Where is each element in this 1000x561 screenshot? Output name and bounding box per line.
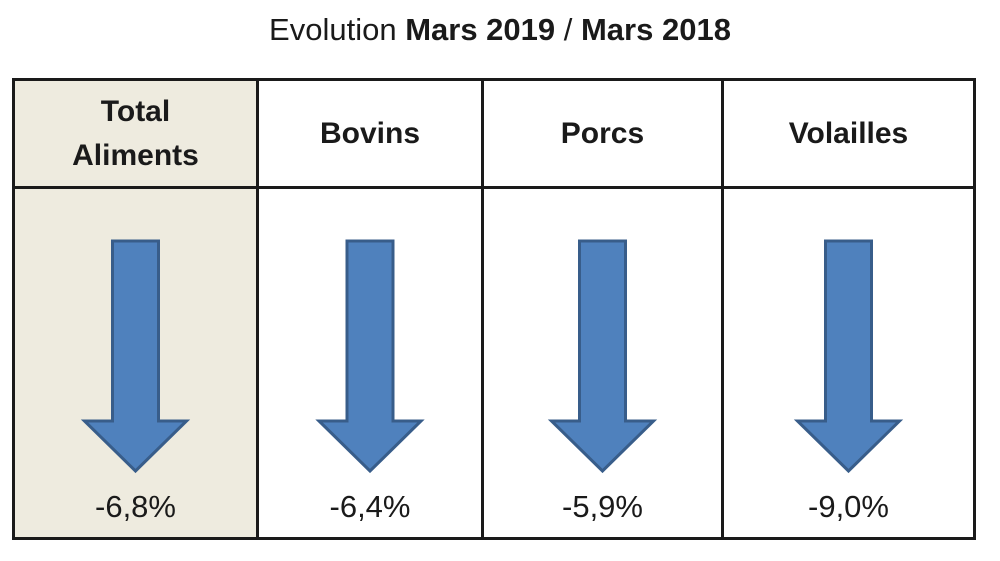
value-label-total-aliments: -6,8% — [95, 489, 176, 524]
header-cell-volailles: Volailles — [724, 81, 973, 189]
value-label-porcs: -5,9% — [562, 489, 643, 524]
header-label-volailles: Volailles — [788, 116, 909, 150]
evolution-table: Total Aliments Bovins Porcs Volailles -6… — [12, 78, 976, 540]
header-label-porcs: Porcs — [560, 116, 645, 150]
arrow-down-shape — [80, 239, 191, 474]
title-period-previous: Mars 2018 — [580, 12, 731, 47]
arrow-down-icon — [793, 239, 904, 474]
chart-title: Evolution Mars 2019 / Mars 2018 — [0, 10, 1000, 50]
value-cell-volailles: -9,0% — [724, 189, 973, 537]
title-period-current: Mars 2019 — [405, 12, 556, 47]
value-label-volailles: -9,0% — [808, 489, 889, 524]
value-label-bovins: -6,4% — [329, 489, 411, 524]
value-cell-total-aliments: -6,8% — [15, 189, 259, 537]
value-cell-bovins: -6,4% — [259, 189, 484, 537]
value-cell-porcs: -5,9% — [484, 189, 724, 537]
arrow-down-icon — [80, 239, 191, 474]
arrow-down-icon — [315, 239, 425, 474]
header-cell-porcs: Porcs — [484, 81, 724, 189]
arrow-down-shape — [315, 239, 425, 474]
header-cell-total-aliments: Total Aliments — [15, 81, 259, 189]
header-label-line2: Aliments — [72, 138, 199, 172]
arrow-down-shape — [547, 239, 658, 474]
header-cell-bovins: Bovins — [259, 81, 484, 189]
title-prefix: Evolution — [269, 12, 406, 47]
title-separator: / — [555, 12, 581, 47]
header-label-total-aliments: Total Aliments — [72, 90, 199, 178]
arrow-down-icon — [547, 239, 658, 474]
arrow-down-shape — [793, 239, 904, 474]
header-label-bovins: Bovins — [319, 116, 421, 150]
header-label-line1: Total — [100, 94, 171, 128]
